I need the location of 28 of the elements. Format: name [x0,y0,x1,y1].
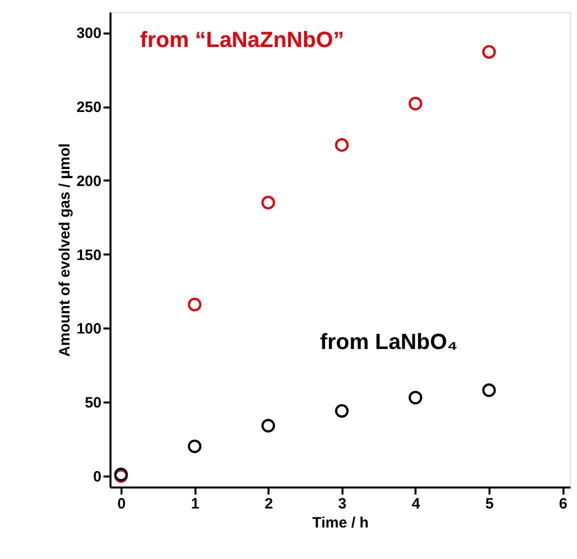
x-axis-title: Time / h [312,514,369,532]
x-tick-label: 1 [190,496,200,512]
y-tick-label: 50 [84,394,102,412]
point [335,138,349,152]
y-tick-label: 200 [76,172,102,190]
y-tick-label: 150 [76,246,102,264]
x-tick-label: 6 [558,496,568,512]
point [408,96,422,110]
y-axis-title: Amount of evolved gas / μmol [56,143,74,357]
x-tick-label: 2 [264,496,273,512]
x-tick-label: 0 [117,496,126,512]
point [482,383,496,398]
point [261,196,276,210]
series-label: from LaNbO₄ [320,329,458,354]
y-tick-label: 100 [76,320,102,338]
point [188,298,202,312]
point [188,440,202,454]
x-tick-label: 3 [338,496,347,512]
x-tick-label: 5 [485,496,494,512]
text: from “LaNaZnNbO” [140,27,344,52]
point [261,418,276,432]
point [408,390,422,404]
y-tick-label: 300 [76,25,102,42]
y-tick-label: 0 [93,468,102,486]
point [482,45,496,59]
x-tick-label: 4 [412,496,421,512]
y-tick-label: 250 [76,99,102,116]
point [335,404,349,418]
